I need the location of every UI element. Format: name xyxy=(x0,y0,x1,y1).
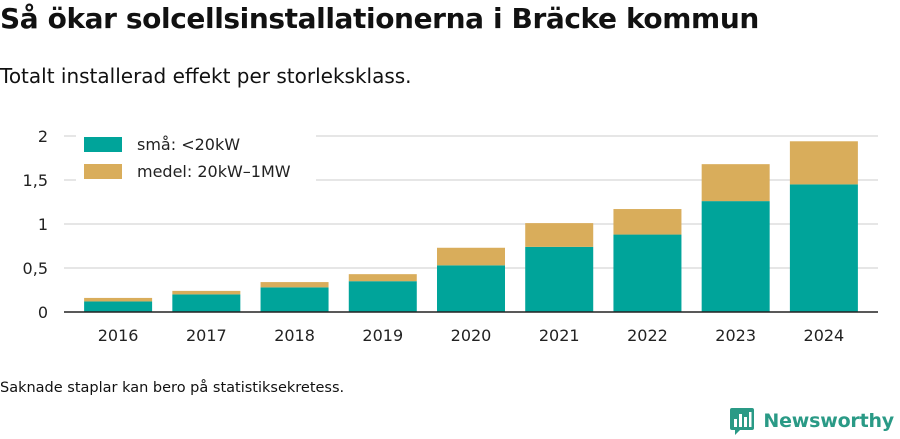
bar-segment xyxy=(348,281,417,312)
chart-title: Så ökar solcellsinstallationerna i Bräck… xyxy=(0,2,759,35)
newsworthy-logo-icon xyxy=(730,408,755,435)
bar-segment xyxy=(701,201,770,312)
brand-logo: Newsworthy xyxy=(729,406,894,436)
y-tick-label: 2 xyxy=(38,127,48,146)
bar-segment xyxy=(525,223,594,247)
y-tick-label: 0 xyxy=(38,303,48,322)
chart-subtitle: Totalt installerad effekt per storlekskl… xyxy=(0,64,412,88)
y-tick-label: 1 xyxy=(38,215,48,234)
x-tick-label: 2021 xyxy=(539,326,580,345)
legend-label: medel: 20kW–1MW xyxy=(137,162,291,181)
bar-segment xyxy=(613,209,682,235)
bar-segment xyxy=(260,282,329,288)
bar-segment xyxy=(260,287,329,312)
bar-segment xyxy=(789,141,858,185)
bar-segment xyxy=(525,246,594,312)
bar-segment xyxy=(437,247,505,266)
bar-segment xyxy=(172,290,241,295)
bar-segment xyxy=(172,294,241,312)
legend-swatch xyxy=(84,164,122,179)
x-tick-label: 2019 xyxy=(362,326,403,345)
stacked-bar-chart: 0 0,5 1 1,5 2 2016 2017 2018 2019 2020 2021 2022 202… xyxy=(23,127,878,345)
y-tick-label: 0,5 xyxy=(23,259,48,278)
x-tick-label: 2017 xyxy=(186,326,227,345)
legend-swatch xyxy=(84,137,122,152)
x-tick-label: 2020 xyxy=(451,326,492,345)
x-tick-label: 2022 xyxy=(627,326,668,345)
x-tick-label: 2024 xyxy=(804,326,845,345)
x-tick-label: 2016 xyxy=(98,326,139,345)
y-tick-label: 1,5 xyxy=(23,171,48,190)
bar-segment xyxy=(613,234,682,312)
brand-name: Newsworthy xyxy=(763,410,894,432)
bar-segment xyxy=(701,164,770,202)
bar-segment xyxy=(84,297,153,302)
footnote: Saknade staplar kan bero på statistiksek… xyxy=(0,380,345,396)
bar-segment xyxy=(84,301,153,312)
bar-segment xyxy=(789,184,858,312)
bar-segment xyxy=(437,265,505,312)
x-tick-label: 2023 xyxy=(715,326,756,345)
legend-label: små: <20kW xyxy=(137,135,240,154)
bar-segment xyxy=(348,274,417,282)
x-tick-label: 2018 xyxy=(274,326,315,345)
